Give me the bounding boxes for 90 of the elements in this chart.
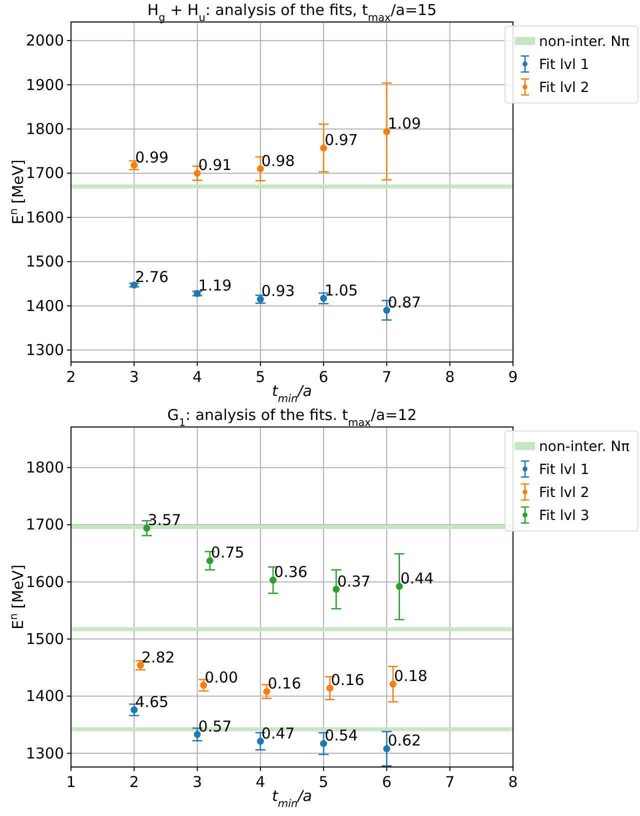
annotation: 1.19	[198, 276, 232, 294]
annotation: 0.57	[198, 717, 232, 736]
y-tick-label: 1500	[26, 630, 64, 648]
point	[320, 740, 328, 748]
x-tick-label: 4	[256, 773, 266, 791]
y-tick-label: 1500	[26, 252, 64, 271]
annotation: 0.75	[210, 544, 244, 562]
point	[383, 128, 390, 136]
legend-label: Fit lvl 2	[539, 80, 590, 96]
point	[194, 290, 201, 297]
legend-label: non-inter. Nπ	[539, 34, 630, 50]
y-tick-label: 1700	[26, 516, 64, 534]
x-tick-label: 4	[192, 368, 202, 386]
y-tick-label: 1600	[26, 572, 64, 591]
annotation: 0.87	[388, 293, 422, 312]
annotation: 0.97	[324, 131, 358, 150]
y-tick-label: 1400	[26, 296, 64, 315]
annotation: 2.82	[141, 648, 175, 666]
annotation: 0.54	[324, 726, 358, 745]
x-tick-label: 3	[192, 773, 202, 791]
annotation: 4.65	[135, 692, 169, 711]
annotation: 0.16	[268, 674, 302, 693]
x-tick-label: 9	[508, 368, 518, 386]
y-tick-label: 1300	[26, 744, 64, 762]
legend-label: Fit lvl 3	[539, 508, 590, 524]
annotation: 0.00	[204, 668, 238, 686]
annotation: 1.09	[388, 114, 422, 133]
annotation: 0.47	[261, 724, 295, 742]
y-tick-label: 1600	[26, 208, 64, 226]
annotation: 0.99	[135, 148, 169, 166]
annotation: 0.16	[330, 671, 364, 690]
y-tick-label: 1300	[26, 341, 64, 360]
point	[320, 294, 328, 302]
annotation: 1.05	[324, 281, 358, 300]
annotation: 0.44	[400, 569, 434, 588]
x-tick-label: 3	[129, 368, 139, 386]
legend-label: Fit lvl 2	[539, 485, 590, 501]
point	[326, 684, 334, 692]
point	[130, 282, 138, 289]
x-tick-label: 5	[318, 773, 328, 791]
annotation: 0.37	[337, 572, 371, 590]
point	[256, 738, 264, 745]
annotation: 0.18	[394, 667, 428, 686]
annotation: 0.91	[198, 156, 232, 174]
annotation: 3.57	[148, 511, 182, 530]
point	[130, 162, 138, 169]
point	[383, 745, 390, 752]
annotation: 0.36	[274, 563, 308, 582]
point	[130, 706, 138, 714]
x-tick-label: 5	[256, 368, 266, 386]
point	[200, 682, 208, 689]
point	[256, 165, 264, 172]
legend-label: Fit lvl 1	[539, 462, 590, 478]
point	[194, 730, 201, 738]
point	[256, 296, 264, 303]
x-tick-label: 1	[66, 773, 76, 791]
point	[136, 662, 144, 669]
point	[263, 688, 270, 696]
y-tick-label: 2000	[26, 32, 64, 50]
y-tick-label: 1900	[26, 76, 64, 94]
point	[270, 576, 277, 584]
y-tick-label: 1800	[26, 120, 64, 138]
legend-label: non-inter. Nπ	[539, 439, 630, 455]
annotation: 0.93	[261, 282, 295, 300]
y-tick-label: 1400	[26, 687, 64, 706]
annotation: 2.76	[135, 268, 169, 286]
x-axis-title: t$_{min}$/a	[272, 382, 312, 405]
chart-title: G$_{1}$: analysis of the fits. t$_{max}$/a=12	[167, 406, 417, 429]
x-tick-label: 2	[129, 773, 139, 791]
annotation: 0.62	[388, 732, 422, 750]
y-tick-label: 1700	[26, 164, 64, 182]
point	[383, 306, 390, 314]
point	[390, 680, 397, 688]
point	[320, 144, 328, 152]
x-tick-label: 7	[382, 368, 392, 386]
point	[332, 586, 340, 593]
x-tick-label: 7	[445, 773, 455, 791]
annotation: 0.98	[261, 152, 295, 170]
point	[194, 170, 201, 177]
x-tick-label: 6	[382, 773, 392, 791]
legend-label: Fit lvl 1	[539, 57, 590, 73]
x-tick-label: 6	[318, 368, 328, 386]
x-tick-label: 8	[445, 368, 455, 386]
x-axis-title: t$_{min}$/a	[272, 787, 312, 810]
y-tick-label: 1800	[26, 458, 64, 477]
point	[143, 524, 150, 532]
point	[206, 557, 214, 564]
x-tick-label: 8	[508, 773, 518, 791]
point	[396, 582, 403, 590]
x-tick-label: 2	[66, 368, 76, 386]
